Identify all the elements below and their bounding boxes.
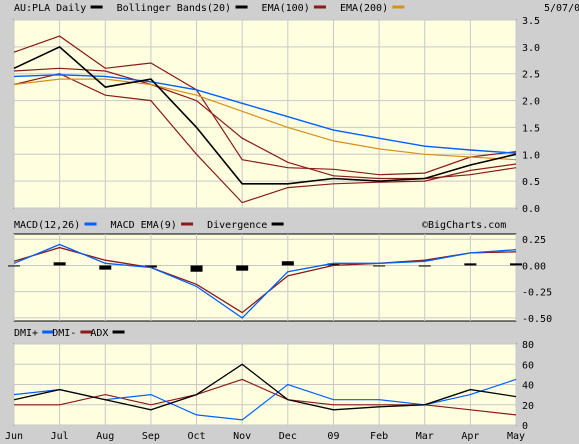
macd-tick-label: -0.50	[522, 314, 552, 325]
divergence-bar	[418, 265, 431, 267]
ema100-line	[13, 67, 517, 180]
dmi-tick-label: 20	[522, 401, 534, 412]
x-tick-label: Sep	[142, 431, 160, 442]
copyright-label: ©BigCharts.com	[422, 220, 506, 231]
divergence-bar	[8, 265, 20, 267]
x-tick-label: 09	[327, 431, 339, 442]
legend-label: EMA(200)	[340, 3, 388, 14]
macd-line	[13, 243, 517, 319]
divergence-bar	[99, 265, 112, 270]
long-blue-line	[13, 74, 517, 154]
divergence-bar	[190, 265, 203, 272]
price-plot-area	[13, 19, 517, 209]
macd-tick-label: 0.00	[522, 261, 546, 272]
dmi-tick-label: 60	[522, 360, 534, 371]
x-tick-label: Aug	[96, 431, 114, 442]
x-tick-label: Mar	[416, 431, 434, 442]
bollinger-upper-line	[13, 35, 517, 176]
divergence-bar	[510, 263, 522, 266]
x-tick-label: Feb	[370, 431, 388, 442]
x-tick-label: Jun	[5, 431, 23, 442]
divergence-bar	[53, 262, 66, 266]
legend-label: DMI-	[52, 328, 76, 339]
dmi-tick-label: 0	[522, 421, 528, 432]
divergence-bar	[327, 263, 340, 266]
date-label: 5/07/09	[544, 3, 579, 14]
dmi-tick-label: 80	[522, 340, 534, 351]
price-tick-label: 3.5	[522, 16, 540, 27]
price-tick-label: 3.0	[522, 43, 540, 54]
price-tick-label: 1.0	[522, 150, 540, 161]
divergence-bar	[373, 265, 386, 267]
adx-line	[13, 363, 517, 411]
divergence-bar	[464, 263, 477, 266]
price-tick-label: 2.0	[522, 97, 540, 108]
bollinger-lower-line	[13, 73, 517, 204]
x-tick-label: Oct	[188, 431, 206, 442]
legend-label: Bollinger Bands(20)	[117, 3, 231, 14]
price-tick-label: 1.5	[522, 123, 540, 134]
x-tick-label: Dec	[279, 431, 297, 442]
price-tick-label: 0.0	[522, 204, 540, 215]
legend-label: DMI+	[14, 328, 38, 339]
legend-label: AU:PLA Daily	[14, 3, 86, 14]
ema200-line	[13, 78, 517, 161]
legend-label: EMA(100)	[262, 3, 310, 14]
macd-tick-label: -0.25	[522, 288, 552, 299]
legend-label: Divergence	[207, 220, 267, 231]
legend-label: MACD EMA(9)	[111, 220, 177, 231]
macd-plot-area	[13, 233, 517, 322]
dmi-minus-line	[14, 378, 517, 416]
dmi-tick-label: 40	[522, 381, 534, 392]
divergence-bar	[144, 265, 157, 268]
divergence-bar	[236, 265, 249, 271]
legend-label: ADX	[90, 328, 108, 339]
x-tick-label: Jul	[51, 431, 69, 442]
x-tick-label: Apr	[461, 431, 479, 442]
macd-tick-label: 0.25	[522, 235, 546, 246]
price-tick-label: 2.5	[522, 70, 540, 81]
panels: AU:PLA Daily Bollinger Bands(20) EMA(100) E…	[5, 3, 579, 442]
legend-label: MACD(12,26)	[14, 220, 80, 231]
price-tick-label: 0.5	[522, 177, 540, 188]
price-line	[13, 45, 517, 185]
x-tick-label: May	[507, 431, 525, 442]
divergence-bar	[281, 261, 294, 266]
x-tick-label: Nov	[233, 431, 251, 442]
